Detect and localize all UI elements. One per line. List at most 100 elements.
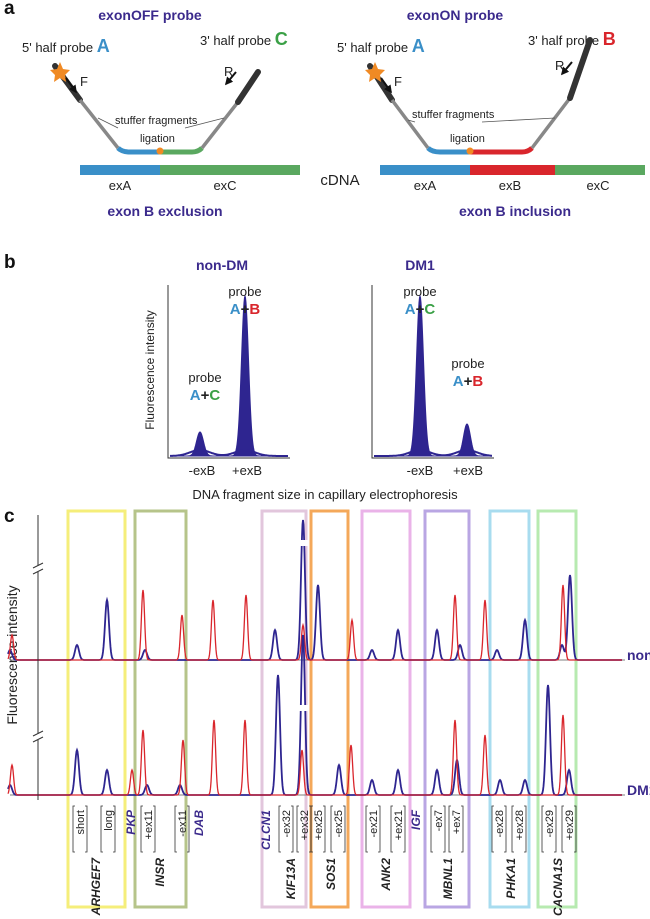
exon-label: exB: [499, 178, 521, 193]
probe-label: -ex32: [281, 810, 293, 838]
gene-label: ARHGEF7: [89, 857, 103, 917]
probe-label: +ex25: [313, 810, 325, 840]
caption: exon B inclusion: [459, 203, 571, 219]
exon-label: exA: [414, 178, 437, 193]
baseline-noise: [170, 449, 288, 457]
trace-label: non-DM: [627, 647, 650, 663]
caption: exon B exclusion: [107, 203, 222, 219]
probe-label: -ex28: [494, 810, 506, 838]
label-bracket: [72, 805, 88, 853]
probe-label: 3' half probe C: [200, 29, 288, 49]
baseline-noise: [374, 449, 492, 457]
probe-label: -ex29: [544, 810, 556, 838]
cdna-label: cDNA: [320, 172, 359, 189]
peak-label: probe: [403, 284, 436, 299]
label-bracket: [561, 805, 577, 853]
trace-label: DM1: [627, 782, 650, 798]
stuffer-label: stuffer fragments: [412, 109, 495, 121]
gene-box: [488, 509, 531, 909]
x-tick-label: +exB: [453, 463, 483, 478]
probe-label: long: [103, 810, 115, 831]
probe-label: PKP: [124, 809, 138, 835]
gene-label: KIF13A: [284, 858, 298, 899]
gene-label: CACNA1S: [551, 858, 565, 916]
exon-label: exC: [213, 178, 236, 193]
probe-label: 5' half probe A: [337, 36, 425, 56]
probe-label: -ex25: [333, 810, 345, 838]
peak-label: A+B: [230, 301, 261, 318]
label-bracket: [430, 805, 446, 853]
probe-label: +ex21: [393, 810, 405, 840]
gene-label: PHKA1: [504, 858, 518, 899]
break-gap: [297, 705, 309, 711]
exonoff-diagram: 5' half probe A 3' half probe C F R stuf…: [22, 29, 300, 219]
peaks: [170, 294, 492, 457]
exon-label: exA: [109, 178, 132, 193]
peak-label: probe: [188, 370, 221, 385]
probe-label: +ex11: [143, 810, 155, 839]
title: non-DM: [196, 257, 248, 273]
title: exonON probe: [407, 7, 504, 23]
break-gap: [297, 540, 309, 546]
probe-label: 3' half probe B: [528, 29, 616, 49]
label-bracket: [491, 805, 507, 853]
ligation-label: ligation: [140, 133, 175, 145]
label-bracket: [140, 805, 156, 853]
label-bracket: [390, 805, 406, 853]
stuffer-label: stuffer fragments: [115, 115, 198, 127]
probe-label: -ex7: [433, 810, 445, 831]
label-bracket: [174, 805, 190, 853]
peak-label: A+C: [190, 387, 221, 404]
trace-blue: [7, 519, 622, 661]
gene-label: MBNL1: [441, 858, 455, 900]
probe-label: +ex28: [514, 810, 526, 840]
panel-label: c: [4, 506, 15, 527]
x-axis-label: DNA fragment size in capillary electroph…: [192, 487, 458, 502]
x-tick-label: -exB: [407, 463, 434, 478]
gene-label: INSR: [153, 858, 167, 887]
primer-label: R: [555, 58, 564, 73]
probe-label: DAB: [192, 810, 206, 836]
gene-box: [309, 509, 350, 909]
peak-label: A+C: [405, 301, 436, 318]
probe-label: IGF: [409, 809, 423, 830]
gene-box: [133, 509, 188, 909]
exon-label: exC: [586, 178, 609, 193]
primer-label: F: [80, 74, 88, 89]
label-bracket: [310, 805, 326, 853]
gene-box: [423, 509, 471, 909]
probe-label: +ex7: [451, 810, 463, 834]
probe-label: -ex21: [368, 810, 380, 838]
gene-label: SOS1: [324, 858, 338, 890]
probe-label: -ex11: [177, 810, 189, 837]
panel-label: a: [4, 0, 15, 19]
label-bracket: [448, 805, 464, 853]
primer-label: R: [224, 64, 233, 79]
probe-label: +ex32: [299, 810, 311, 840]
probe-label: short: [75, 810, 87, 834]
label-bracket: [330, 805, 346, 853]
label-bracket: [511, 805, 527, 853]
label-bracket: [365, 805, 381, 853]
label-bracket: [541, 805, 557, 853]
title: DM1: [405, 257, 435, 273]
label-bracket: [100, 805, 116, 853]
peak-label: A+B: [453, 373, 484, 390]
y-axis-label: Fluorescence intensity: [143, 310, 157, 429]
x-tick-label: +exB: [232, 463, 262, 478]
trace-red: [7, 584, 622, 661]
peak-label: probe: [228, 284, 261, 299]
gene-box: [360, 509, 412, 909]
title: exonOFF probe: [98, 7, 202, 23]
ligation-label: ligation: [450, 133, 485, 145]
probe-label: +ex29: [564, 810, 576, 840]
panel-label: b: [4, 252, 16, 273]
traces: [7, 519, 625, 796]
probe-label: 5' half probe A: [22, 36, 110, 56]
probe-label: CLCN1: [259, 810, 273, 850]
peak-label: probe: [451, 356, 484, 371]
exonon-diagram: 5' half probe A 3' half probe B F R stuf…: [337, 29, 645, 219]
x-tick-label: -exB: [189, 463, 216, 478]
gene-boxes: [66, 509, 578, 909]
